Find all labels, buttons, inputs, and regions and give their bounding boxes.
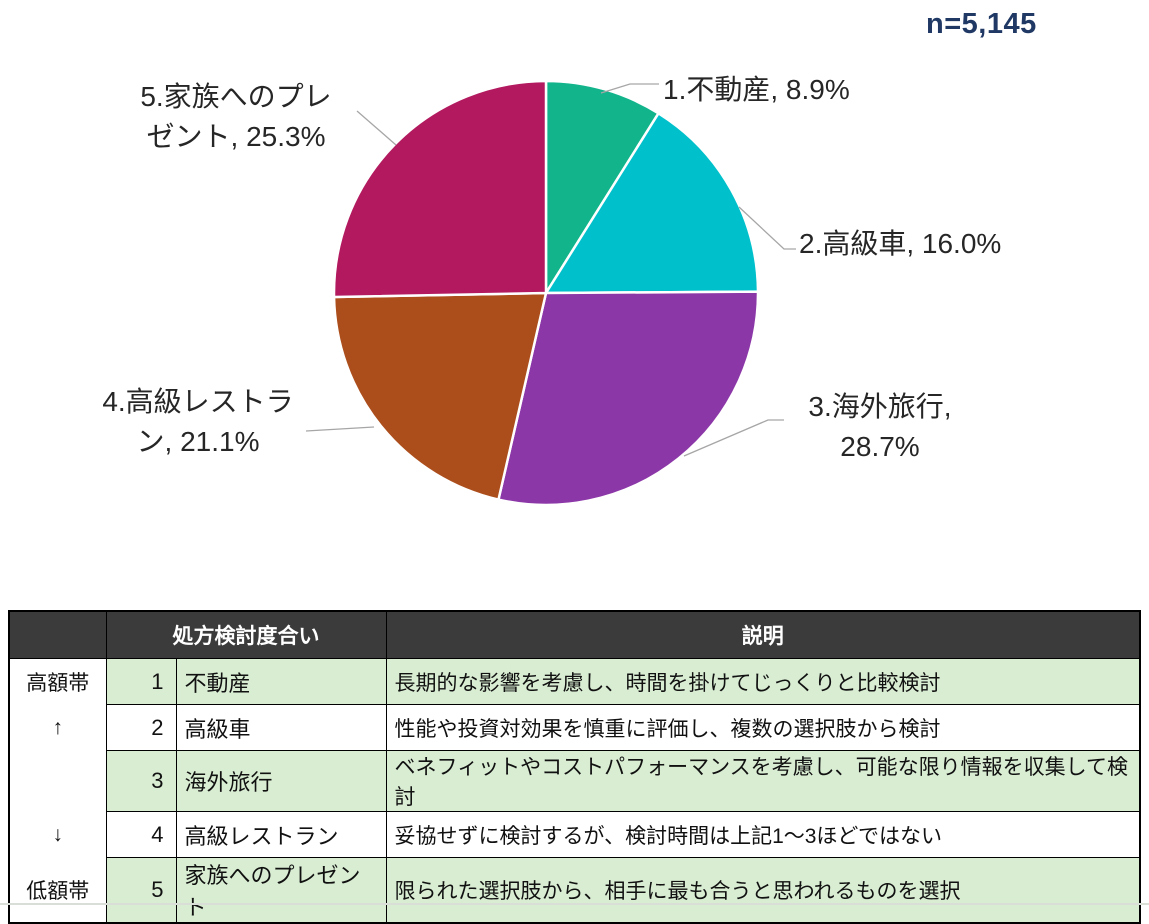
pie-label-1-不動産: 1.不動産, 8.9% [663, 74, 850, 105]
consideration-column-header: 処方検討度合い [105, 610, 387, 659]
rank-cell: 4 [105, 811, 177, 858]
pie-slice-5-家族へのプレゼント [332, 79, 548, 299]
description-cell: 妥協せずに検討するが、検討時間は上記1～3ほどではない [385, 811, 1141, 858]
description-cell: ベネフィットやコストパフォーマンスを考慮し、可能な限り情報を収集して検討 [385, 750, 1141, 812]
consideration-table: 処方検討度合い 説明 高額帯 1 不動産 長期的な影響を考慮し、時間を掛けてじっくりと… [8, 610, 1141, 924]
item-cell: 高級車 [175, 704, 387, 751]
table-header-row: 処方検討度合い 説明 [8, 610, 1141, 659]
sample-size-label: n=5,145 [926, 8, 1037, 40]
pie-chart: 1.不動産, 8.9% 2.高級車, 16.0% 3.海外旅行, 28.7% 4.高級レ… [102, 74, 1001, 507]
table-row-1: 高額帯 1 不動産 長期的な影響を考慮し、時間を掛けてじっくりと比較検討 [8, 658, 1141, 705]
description-cell: 限られた選択肢から、相手に最も合うと思われるものを選択 [385, 857, 1141, 924]
item-cell: 高級レストラン [175, 811, 387, 858]
pie-slice-3-海外旅行 [497, 290, 760, 507]
table-row-5: 低額帯 5 家族へのプレゼント 限られた選択肢から、相手に最も合うと思われるものを選択 [8, 857, 1141, 924]
band-cell [8, 750, 107, 812]
item-cell: 不動産 [175, 658, 387, 705]
table-row-3: 3 海外旅行 ベネフィットやコストパフォーマンスを考慮し、可能な限り情報を収集して検… [8, 750, 1141, 812]
pie-label-2-高級車: 2.高級車, 16.0% [799, 228, 1001, 259]
item-cell: 家族へのプレゼント [175, 857, 387, 924]
pie-label-3-海外旅行: 3.海外旅行, 28.7% [808, 391, 951, 462]
leader-line-1 [600, 83, 659, 94]
pie-label-4-高級レストラン: 4.高級レストラン, 21.1% [102, 386, 293, 457]
leader-line-2 [738, 206, 796, 250]
rank-cell: 5 [105, 857, 177, 924]
description-cell: 長期的な影響を考慮し、時間を掛けてじっくりと比較検討 [385, 658, 1141, 705]
leader-line-4 [305, 426, 375, 432]
rank-cell: 2 [105, 704, 177, 751]
leader-line-5 [356, 110, 397, 146]
band-cell: 低額帯 [8, 857, 107, 923]
rank-cell: 1 [105, 658, 177, 705]
table-row-2: ↑ 2 高級車 性能や投資対効果を慎重に評価し、複数の選択肢から検討 [8, 704, 1141, 751]
pie-label-5-家族へのプレゼント: 5.家族へのプレゼント, 25.3% [140, 81, 331, 152]
description-cell: 性能や投資対効果を慎重に評価し、複数の選択肢から検討 [385, 704, 1141, 751]
band-cell: ↓ [8, 811, 107, 858]
pie-slice-2-高級車 [544, 112, 760, 295]
band-cell: 高額帯 [8, 658, 107, 705]
leader-line-3 [683, 419, 784, 457]
pie-slice-4-高級レストラン [332, 291, 548, 501]
band-column-header [8, 610, 107, 659]
rank-cell: 3 [105, 750, 177, 812]
description-column-header: 説明 [385, 610, 1141, 659]
item-cell: 海外旅行 [175, 750, 387, 812]
band-cell: ↑ [8, 704, 107, 751]
pie-slice-1-不動産 [544, 79, 660, 295]
bottom-divider [0, 903, 1149, 905]
table-row-4: ↓ 4 高級レストラン 妥協せずに検討するが、検討時間は上記1～3ほどではない [8, 811, 1141, 858]
